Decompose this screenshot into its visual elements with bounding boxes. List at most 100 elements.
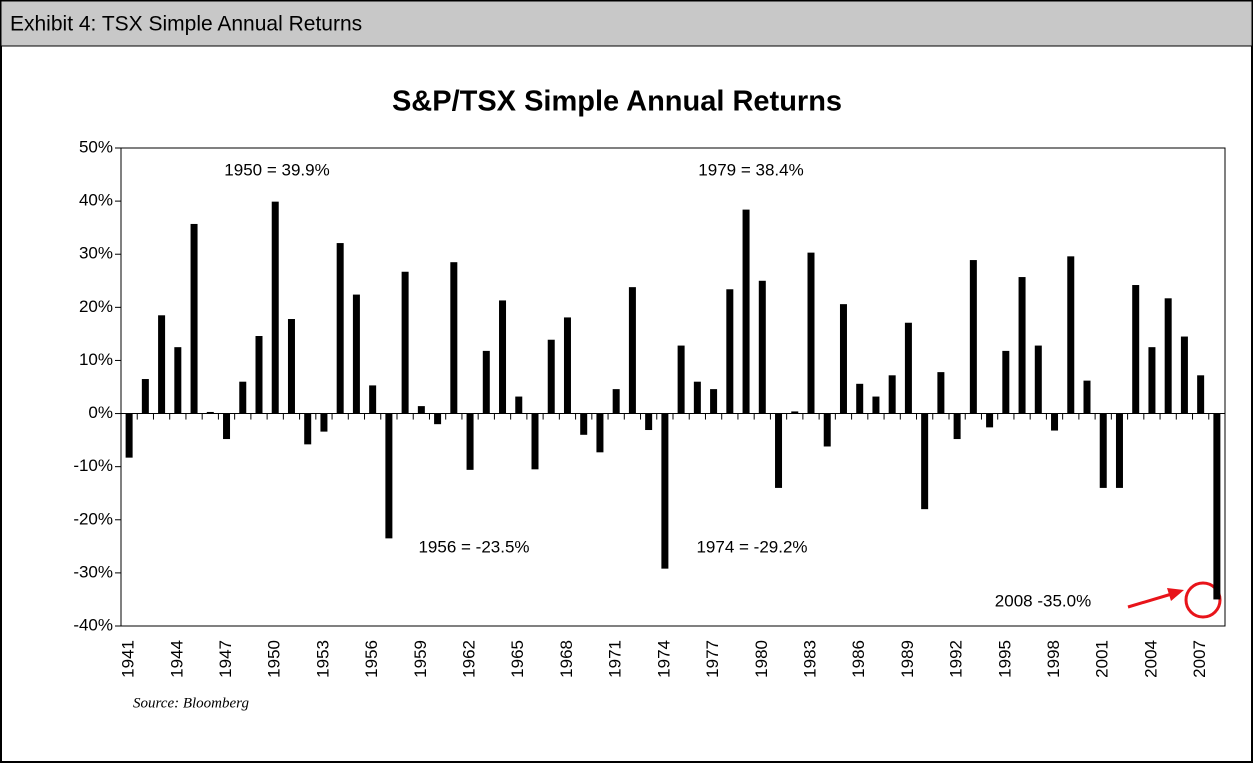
bar bbox=[369, 385, 377, 414]
x-tick-label: 1965 bbox=[508, 640, 527, 678]
bar bbox=[287, 319, 295, 414]
bar bbox=[693, 381, 701, 414]
bar bbox=[547, 339, 555, 414]
source: Source: Bloomberg bbox=[133, 695, 249, 711]
x-tick-label: 1983 bbox=[800, 640, 819, 678]
y-tick-label: 30% bbox=[79, 244, 113, 263]
y-tick-label: -20% bbox=[73, 509, 113, 528]
x-tick-label: 1959 bbox=[411, 640, 430, 678]
x-tick-label: 2001 bbox=[1093, 640, 1112, 678]
annotation: 1979 = 38.4% bbox=[698, 160, 803, 179]
bar bbox=[239, 381, 247, 414]
bar bbox=[304, 413, 312, 445]
annotation: 1956 = -23.5% bbox=[418, 537, 529, 556]
x-tick-label: 1968 bbox=[557, 640, 576, 678]
bar bbox=[921, 413, 929, 510]
bar bbox=[1067, 256, 1075, 414]
x-tick-label: 1974 bbox=[654, 640, 673, 678]
bar bbox=[839, 304, 847, 414]
x-tick-label: 1950 bbox=[265, 640, 284, 678]
x-tick-label: 1962 bbox=[460, 640, 479, 678]
bar bbox=[417, 406, 425, 414]
bar bbox=[450, 262, 458, 414]
bar bbox=[888, 375, 896, 414]
bar bbox=[580, 413, 588, 435]
y-tick-label: -10% bbox=[73, 456, 113, 475]
bar bbox=[1083, 380, 1091, 414]
x-tick-label: 1989 bbox=[898, 640, 917, 678]
annotation: 1974 = -29.2% bbox=[696, 537, 807, 556]
highlight-circle bbox=[1184, 581, 1222, 619]
header-bar bbox=[0, 0, 1253, 47]
bar bbox=[499, 300, 507, 414]
bar bbox=[953, 413, 961, 440]
bar bbox=[1164, 298, 1172, 414]
x-tick-label: 1986 bbox=[849, 640, 868, 678]
bar bbox=[628, 287, 636, 414]
bar bbox=[645, 413, 653, 431]
bar bbox=[125, 413, 133, 458]
y-tick-label: -40% bbox=[73, 615, 113, 634]
bar bbox=[434, 413, 442, 425]
bar bbox=[190, 223, 198, 414]
bar bbox=[1018, 277, 1026, 414]
bar bbox=[255, 336, 263, 414]
x-tick-label: 1980 bbox=[752, 640, 771, 678]
x-tick-label: 1977 bbox=[703, 640, 722, 678]
y-tick-label: 20% bbox=[79, 297, 113, 316]
bar bbox=[482, 350, 490, 414]
x-tick-label: 1998 bbox=[1044, 640, 1063, 678]
bar bbox=[401, 271, 409, 414]
bar bbox=[515, 396, 523, 414]
y-tick-label: 40% bbox=[79, 191, 113, 210]
x-tick-label: 1944 bbox=[167, 640, 186, 678]
bar bbox=[856, 383, 864, 414]
bar bbox=[1148, 347, 1156, 414]
bar bbox=[1213, 413, 1221, 600]
x-tick-label: 1992 bbox=[947, 640, 966, 678]
bar bbox=[726, 289, 734, 414]
x-tick-label: 1947 bbox=[216, 640, 235, 678]
bar bbox=[531, 413, 539, 470]
bar bbox=[904, 322, 912, 414]
y-tick-label: 50% bbox=[79, 137, 113, 156]
x-tick-label: 1995 bbox=[995, 640, 1014, 678]
bar bbox=[986, 413, 994, 428]
bar bbox=[1180, 336, 1188, 414]
annotation: 1950 = 39.9% bbox=[224, 160, 329, 179]
y-tick-label: 0% bbox=[88, 403, 113, 422]
x-tick-label: 2007 bbox=[1190, 640, 1209, 678]
bar bbox=[937, 372, 945, 414]
header: Exhibit 4: TSX Simple Annual Returns bbox=[10, 13, 362, 36]
bar bbox=[174, 347, 182, 414]
bar bbox=[336, 243, 344, 414]
bar bbox=[710, 389, 718, 414]
x-tick-label: 2004 bbox=[1141, 640, 1160, 678]
x-tick-label: 1941 bbox=[119, 640, 138, 678]
bar bbox=[612, 389, 620, 414]
bar bbox=[466, 413, 474, 470]
x-tick-label: 1956 bbox=[362, 640, 381, 678]
bar bbox=[872, 396, 880, 414]
bar bbox=[823, 413, 831, 447]
arrow-head bbox=[1167, 588, 1184, 601]
bar bbox=[596, 413, 604, 453]
annotation: 2008 -35.0% bbox=[995, 591, 1091, 610]
y-tick-label: 10% bbox=[79, 350, 113, 369]
bar bbox=[1197, 375, 1205, 414]
arrow bbox=[1127, 591, 1176, 609]
bar bbox=[385, 413, 393, 539]
bar bbox=[563, 317, 571, 414]
chart-title: S&P/TSX Simple Annual Returns bbox=[392, 86, 842, 118]
bar bbox=[807, 252, 815, 414]
y-tick-label: -30% bbox=[73, 562, 113, 581]
bar bbox=[758, 280, 766, 414]
bar bbox=[320, 413, 328, 432]
x-tick-label: 1953 bbox=[313, 640, 332, 678]
bar bbox=[141, 379, 149, 414]
bar bbox=[223, 413, 231, 440]
bar bbox=[271, 201, 279, 414]
bar bbox=[352, 294, 360, 414]
